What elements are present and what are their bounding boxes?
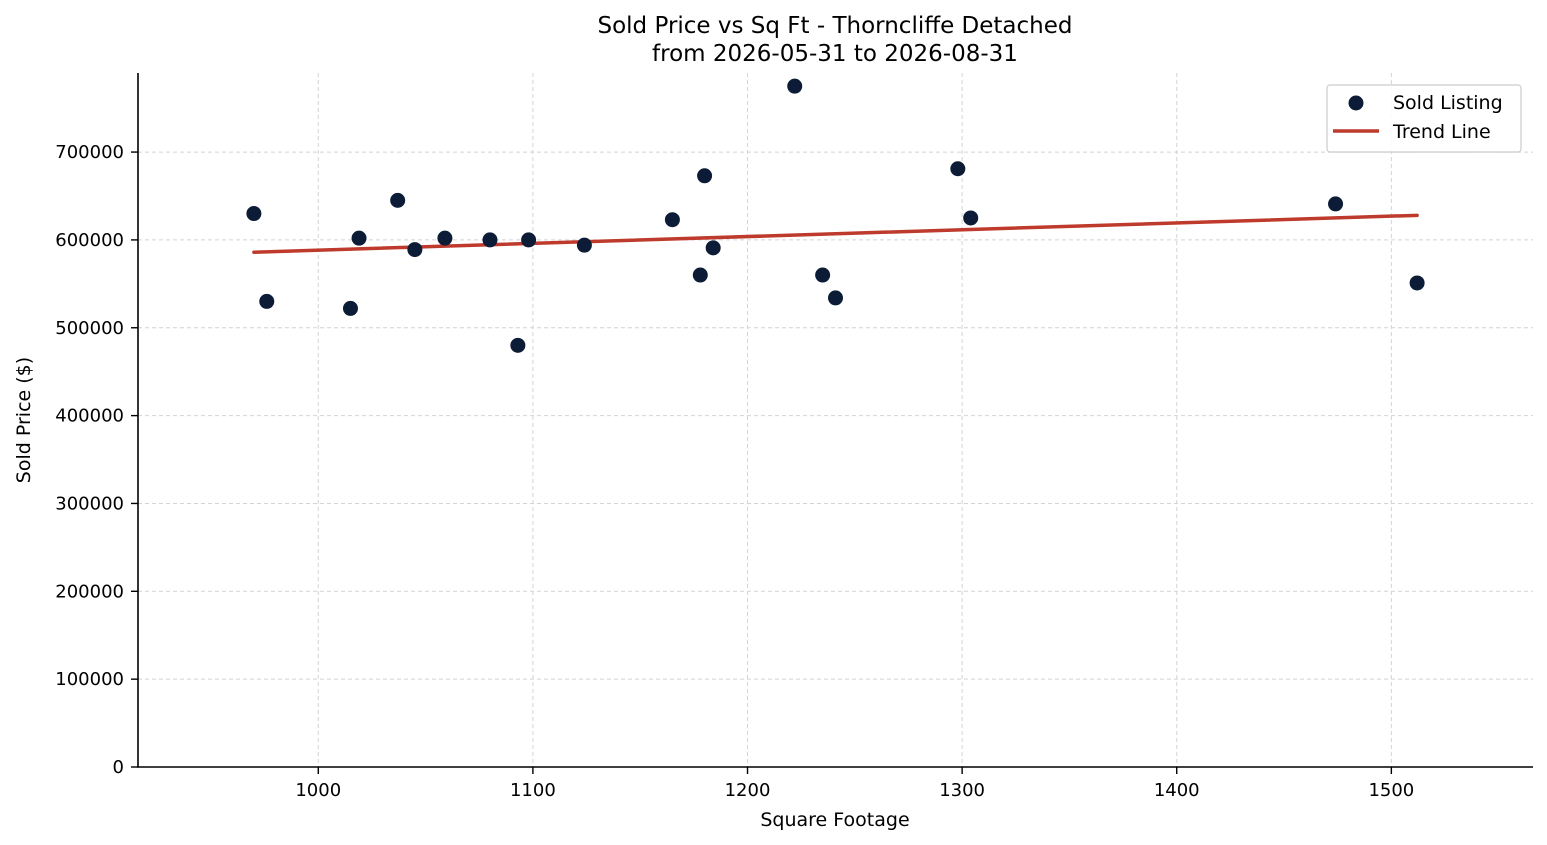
data-point-1 (259, 293, 275, 309)
x-tick-label-1000: 1000 (295, 780, 341, 801)
data-point-9 (521, 232, 537, 248)
y-tick-label-700000: 700000 (55, 142, 124, 163)
x-tick-label-1100: 1100 (510, 780, 556, 801)
data-point-21 (1409, 275, 1425, 291)
legend-label-sold-listing: Sold Listing (1393, 92, 1503, 114)
y-tick-label-300000: 300000 (55, 493, 124, 514)
data-point-15 (787, 78, 803, 94)
data-point-10 (576, 237, 592, 253)
chart-subtitle: from 2026-05-31 to 2026-08-31 (652, 41, 1018, 67)
data-point-19 (963, 210, 979, 226)
data-point-14 (705, 240, 721, 256)
legend: Sold Listing Trend Line (1326, 84, 1522, 153)
legend-box (1326, 84, 1522, 153)
data-point-6 (437, 230, 453, 246)
y-tick-label-600000: 600000 (55, 230, 124, 251)
data-point-5 (407, 242, 423, 258)
y-tick-label-400000: 400000 (55, 406, 124, 427)
data-point-8 (510, 337, 526, 353)
x-axis-label: Square Footage (760, 809, 909, 831)
y-tick-label-100000: 100000 (55, 669, 124, 690)
data-point-2 (342, 300, 358, 316)
data-point-0 (246, 206, 262, 222)
chart-title: Sold Price vs Sq Ft - Thorncliffe Detach… (598, 13, 1073, 39)
data-point-18 (950, 161, 966, 177)
legend-marker-sold-listing (1348, 95, 1364, 111)
data-point-4 (390, 192, 406, 208)
grid-lines (138, 73, 1533, 768)
y-tick-label-200000: 200000 (55, 581, 124, 602)
x-ticks: 1000 1100 1200 1300 1400 1500 (295, 767, 1414, 801)
data-point-3 (351, 230, 367, 246)
data-point-7 (482, 232, 498, 248)
data-point-20 (1328, 196, 1344, 212)
data-points (246, 78, 1425, 353)
data-point-11 (664, 212, 680, 228)
data-point-16 (815, 267, 831, 283)
data-point-12 (692, 267, 708, 283)
y-axis-label: Sold Price ($) (13, 357, 35, 483)
trend-line (252, 213, 1419, 254)
x-tick-label-1400: 1400 (1154, 780, 1200, 801)
y-ticks: 0 100000 200000 300000 400000 500000 600000 700… (55, 142, 138, 778)
x-tick-label-1300: 1300 (939, 780, 985, 801)
data-point-17 (828, 290, 843, 306)
legend-label-trend-line: Trend Line (1392, 121, 1491, 143)
x-tick-label-1500: 1500 (1368, 780, 1414, 801)
y-tick-label-0: 0 (113, 757, 124, 778)
data-point-13 (697, 168, 713, 184)
y-tick-label-500000: 500000 (55, 318, 124, 339)
trend-line-layer (252, 213, 1419, 254)
x-tick-label-1200: 1200 (725, 780, 771, 801)
